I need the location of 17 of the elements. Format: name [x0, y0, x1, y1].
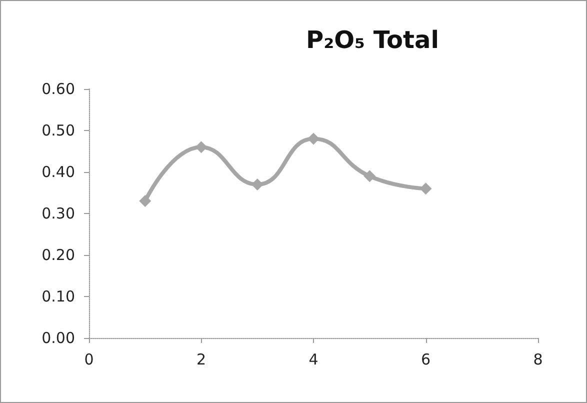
x-tick-label: 8	[533, 350, 543, 368]
y-tick-label: 0.30	[42, 204, 75, 222]
y-tick-label: 0.40	[42, 163, 75, 181]
y-tick-label: 0.50	[42, 122, 75, 140]
point	[420, 182, 432, 195]
y-tick-label: 0.20	[42, 246, 75, 264]
x-tick-label: 0	[84, 350, 94, 368]
chart-title: P₂O₅ Total	[306, 26, 439, 54]
y-tick-label: 0.00	[42, 329, 75, 347]
point	[139, 195, 152, 208]
x-tick-label: 2	[196, 350, 206, 368]
x-tick-label: 4	[308, 350, 318, 368]
y-tick-label: 0.10	[42, 288, 75, 306]
point	[364, 170, 376, 182]
y-tick-label: 0.60	[42, 80, 75, 98]
point	[308, 132, 320, 145]
x-tick-label: 6	[420, 350, 431, 368]
